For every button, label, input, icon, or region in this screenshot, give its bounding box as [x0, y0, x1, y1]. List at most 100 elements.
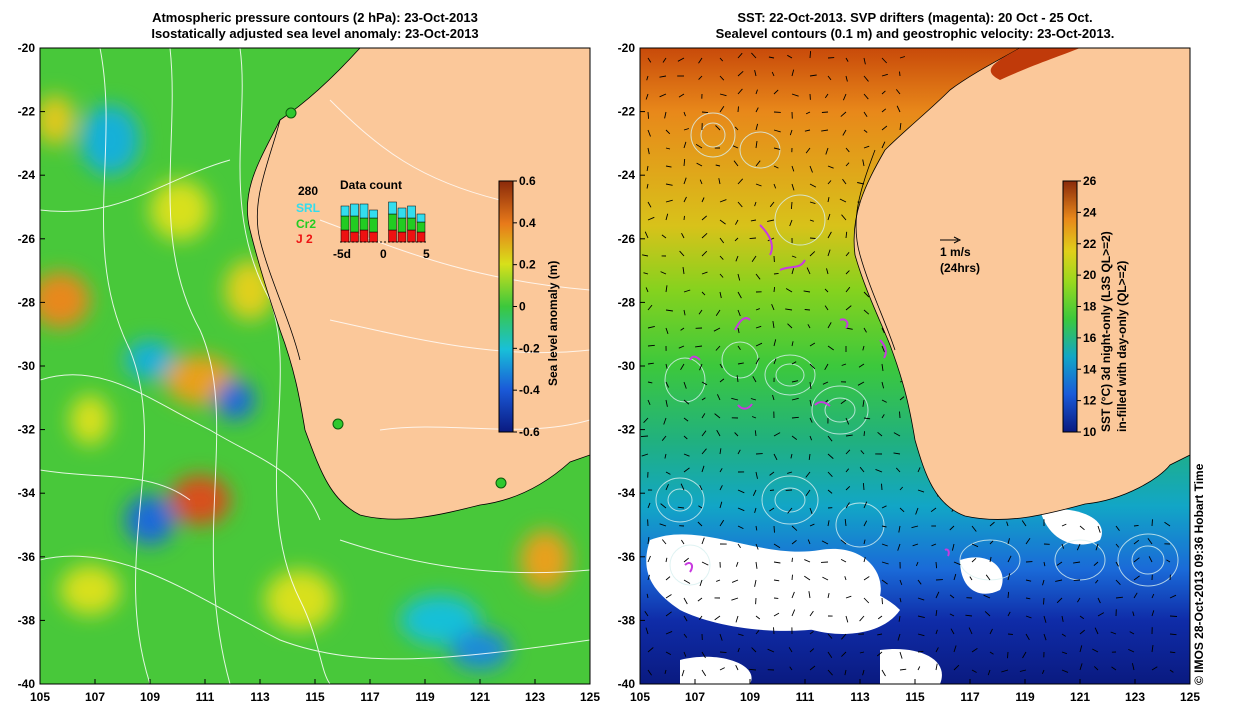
velocity-vector — [701, 537, 705, 545]
velocity-vector — [773, 183, 777, 189]
velocity-vector — [827, 345, 834, 351]
sla-colorbar-ticks: 0.6 0.4 0.2 0 -0.2 -0.4 -0.6 — [513, 174, 540, 439]
velocity-vector — [769, 201, 775, 208]
velocity-vector — [683, 381, 687, 389]
velocity-vector — [735, 561, 739, 567]
velocity-vector — [773, 612, 780, 617]
sealevel-contours — [655, 112, 1179, 587]
velocity-vector — [845, 417, 850, 425]
velocity-vector — [665, 471, 671, 475]
velocity-vector — [791, 397, 799, 401]
velocity-vector — [755, 107, 759, 113]
velocity-vector — [841, 214, 847, 221]
velocity-vector — [845, 231, 848, 239]
velocity-vector — [840, 111, 847, 117]
x-tick-label: 113 — [850, 690, 870, 704]
velocity-vector — [804, 129, 811, 132]
velocity-vector — [881, 579, 888, 585]
velocity-vector — [737, 543, 741, 549]
velocity-vector — [1001, 669, 1009, 673]
colorbar-tick-label: 18 — [1083, 300, 1097, 314]
velocity-vector — [1111, 666, 1117, 671]
velocity-vector — [791, 69, 795, 77]
velocity-vector — [737, 489, 745, 494]
y-tick-label: -40 — [18, 677, 36, 691]
velocity-vector — [898, 525, 901, 533]
velocity-vector — [752, 376, 757, 383]
velocity-vector — [683, 177, 687, 185]
velocity-vector — [881, 543, 888, 547]
velocity-vector — [660, 503, 667, 509]
velocity-vector — [755, 615, 761, 620]
velocity-vector — [845, 468, 850, 473]
velocity-vector — [677, 506, 685, 509]
inset-xtick: -5d — [333, 247, 351, 261]
inset-bar-segment — [350, 203, 359, 217]
velocity-vector — [805, 111, 811, 115]
velocity-vector — [821, 129, 829, 132]
velocity-vector — [917, 650, 924, 653]
velocity-vector — [1133, 524, 1139, 527]
sea-level-anomaly-blobs — [40, 95, 570, 670]
velocity-vector — [683, 309, 686, 316]
sla-colorbar — [498, 180, 514, 433]
velocity-vector — [949, 594, 955, 599]
velocity-vector — [968, 627, 973, 635]
velocity-vector — [809, 665, 816, 671]
sst-colorbar-ticks: 26 24 22 20 18 16 14 12 10 — [1077, 174, 1097, 439]
velocity-vector — [863, 556, 866, 563]
velocity-vector — [664, 453, 667, 459]
velocity-vector — [695, 144, 703, 149]
velocity-vector — [773, 89, 779, 95]
velocity-vector — [665, 327, 669, 335]
velocity-vector — [917, 633, 925, 637]
velocity-vector — [697, 597, 703, 602]
velocity-vector — [827, 489, 833, 494]
velocity-vector — [701, 250, 708, 257]
velocity-vector — [989, 628, 993, 635]
velocity-vector — [642, 254, 649, 257]
velocity-vector — [845, 485, 851, 491]
velocity-vector — [971, 543, 979, 548]
velocity-vector — [719, 651, 727, 654]
velocity-vector — [806, 267, 811, 275]
velocity-vector — [643, 417, 649, 424]
velocity-vector — [899, 396, 905, 401]
velocity-vector — [665, 165, 672, 168]
velocity-vector — [731, 579, 739, 583]
velocity-vector — [1061, 523, 1067, 527]
velocity-vector — [731, 597, 739, 601]
x-tick-label: 123 — [525, 690, 545, 704]
velocity-vector — [719, 667, 725, 671]
velocity-vector — [663, 417, 667, 425]
velocity-vector — [863, 431, 866, 437]
inset-bar-segment — [388, 213, 397, 231]
velocity-vector — [1164, 521, 1171, 527]
velocity-vector — [719, 448, 722, 455]
velocity-vector — [754, 201, 757, 207]
velocity-vector — [844, 669, 847, 676]
velocity-vector — [1166, 559, 1171, 563]
velocity-vector — [735, 615, 739, 623]
colorbar-tick-label: 10 — [1083, 425, 1097, 439]
velocity-vector — [881, 597, 883, 605]
velocity-vector — [808, 453, 811, 460]
velocity-vector — [665, 594, 672, 599]
velocity-vector — [897, 543, 901, 551]
velocity-vector — [737, 178, 744, 185]
velocity-vector — [971, 669, 977, 673]
velocity-vector — [716, 429, 721, 437]
velocity-vector — [737, 525, 744, 530]
velocity-vector — [1115, 579, 1121, 586]
x-tick-label: 113 — [250, 690, 270, 704]
inset-bar-segment — [388, 201, 397, 215]
velocity-vector — [863, 57, 866, 65]
velocity-vector — [647, 344, 655, 347]
velocity-vector — [754, 69, 757, 77]
velocity-vector — [863, 291, 870, 298]
velocity-vector — [791, 557, 793, 563]
velocity-vector — [827, 180, 832, 185]
inset-xtick: 0 — [380, 247, 387, 261]
velocity-vector — [695, 345, 703, 348]
velocity-vector — [701, 232, 708, 239]
